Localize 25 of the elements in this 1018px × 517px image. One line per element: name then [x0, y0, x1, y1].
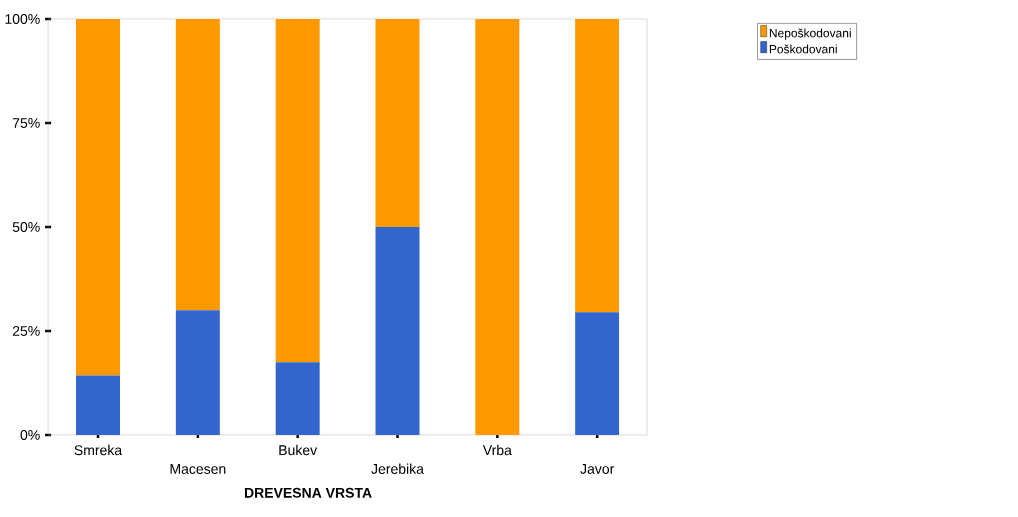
bar [76, 375, 121, 435]
bar [475, 19, 520, 435]
x-tick-label: Bukev [279, 444, 318, 456]
bar [575, 19, 620, 313]
bar [375, 19, 420, 227]
x-tick-label: Smreka [74, 444, 123, 456]
y-tick-label: 50% [12, 222, 40, 232]
bar [275, 19, 320, 363]
bar [175, 19, 220, 311]
y-tick-label: 100% [5, 14, 40, 24]
x-tick-label: Vrba [482, 444, 512, 456]
x-tick-label: Javor [580, 464, 615, 474]
bar [275, 362, 320, 435]
legend-label: Nepoškodovani [769, 28, 851, 40]
y-tick-label: 25% [12, 326, 40, 336]
legend-label: Poškodovani [769, 44, 837, 54]
bar [76, 19, 121, 376]
y-tick-label: 0% [20, 430, 40, 440]
bar [375, 226, 420, 435]
y-tick-label: 75% [12, 118, 40, 128]
bar [175, 310, 220, 435]
x-tick-label: Jerebika [371, 463, 424, 474]
bar [575, 312, 620, 435]
x-tick-label: Macesen [170, 464, 226, 474]
x-axis-title: DREVESNA VRSTA [244, 487, 372, 498]
